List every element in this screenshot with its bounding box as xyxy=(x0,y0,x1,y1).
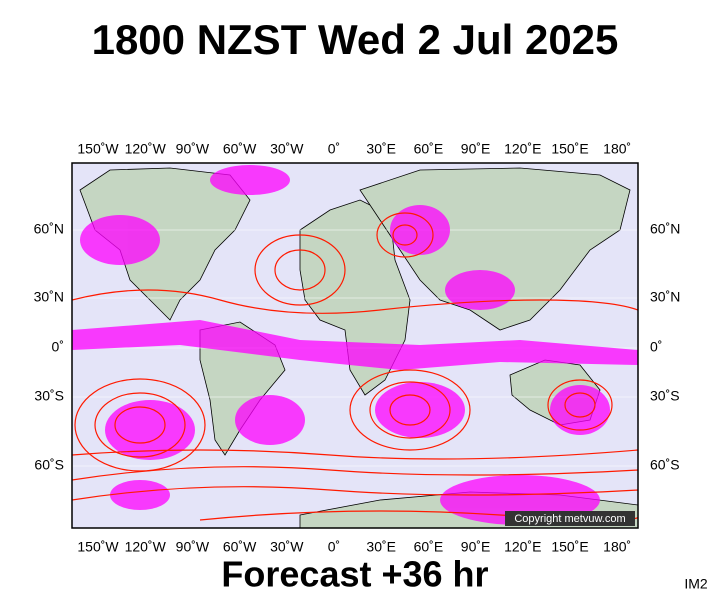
lat-label-right: 30˚N xyxy=(650,289,680,305)
copyright-box xyxy=(505,511,635,526)
precipitation xyxy=(72,165,638,525)
map: Copyright metvuw.com xyxy=(71,162,639,529)
lat-label-left: 0˚ xyxy=(52,339,64,355)
lat-label-right: 60˚N xyxy=(650,221,680,237)
lat-label-right: 0˚ xyxy=(650,339,662,355)
map-frame xyxy=(71,162,639,529)
lon-label-top: 0˚ xyxy=(328,141,340,157)
lat-label-left: 60˚N xyxy=(34,221,64,237)
lon-label-top: 60˚W xyxy=(223,141,257,157)
lon-label-top: 90˚E xyxy=(461,141,491,157)
lon-label-bottom: 60˚W xyxy=(223,539,257,555)
image-id: IM2 xyxy=(684,576,708,592)
lat-label-left: 30˚S xyxy=(34,388,64,404)
lon-label-bottom: 60˚E xyxy=(414,539,444,555)
lon-label-bottom: 0˚ xyxy=(328,539,340,555)
copyright: Copyright metvuw.com xyxy=(514,513,625,525)
forecast-label: Forecast +36 hr xyxy=(221,554,488,595)
lon-label-top: 90˚W xyxy=(176,141,210,157)
lon-label-top: 120˚E xyxy=(504,141,541,157)
lat-label-right: 60˚S xyxy=(650,457,680,473)
lon-label-top: 150˚E xyxy=(551,141,588,157)
isobars xyxy=(72,212,638,521)
lon-label-top: 120˚W xyxy=(125,141,167,157)
lat-label-right: 30˚S xyxy=(650,388,680,404)
lon-label-top: 60˚E xyxy=(414,141,444,157)
lon-label-top: 30˚W xyxy=(270,141,304,157)
lon-label-bottom: 180˚ xyxy=(603,539,631,555)
lat-label-left: 30˚N xyxy=(34,289,64,305)
lon-label-bottom: 90˚W xyxy=(176,539,210,555)
lat-label-left: 60˚S xyxy=(34,457,64,473)
lon-label-bottom: 120˚W xyxy=(125,539,167,555)
lon-label-bottom: 120˚E xyxy=(504,539,541,555)
lon-label-bottom: 150˚W xyxy=(77,539,119,555)
lon-label-bottom: 30˚W xyxy=(270,539,304,555)
lon-label-top: 150˚W xyxy=(77,141,119,157)
lon-label-bottom: 90˚E xyxy=(461,539,491,555)
lon-label-bottom: 150˚E xyxy=(551,539,588,555)
title: 1800 NZST Wed 2 Jul 2025 xyxy=(92,16,619,63)
lon-label-top: 180˚ xyxy=(603,141,631,157)
lon-label-bottom: 30˚E xyxy=(366,539,396,555)
map-content xyxy=(72,165,638,528)
lon-label-top: 30˚E xyxy=(366,141,396,157)
